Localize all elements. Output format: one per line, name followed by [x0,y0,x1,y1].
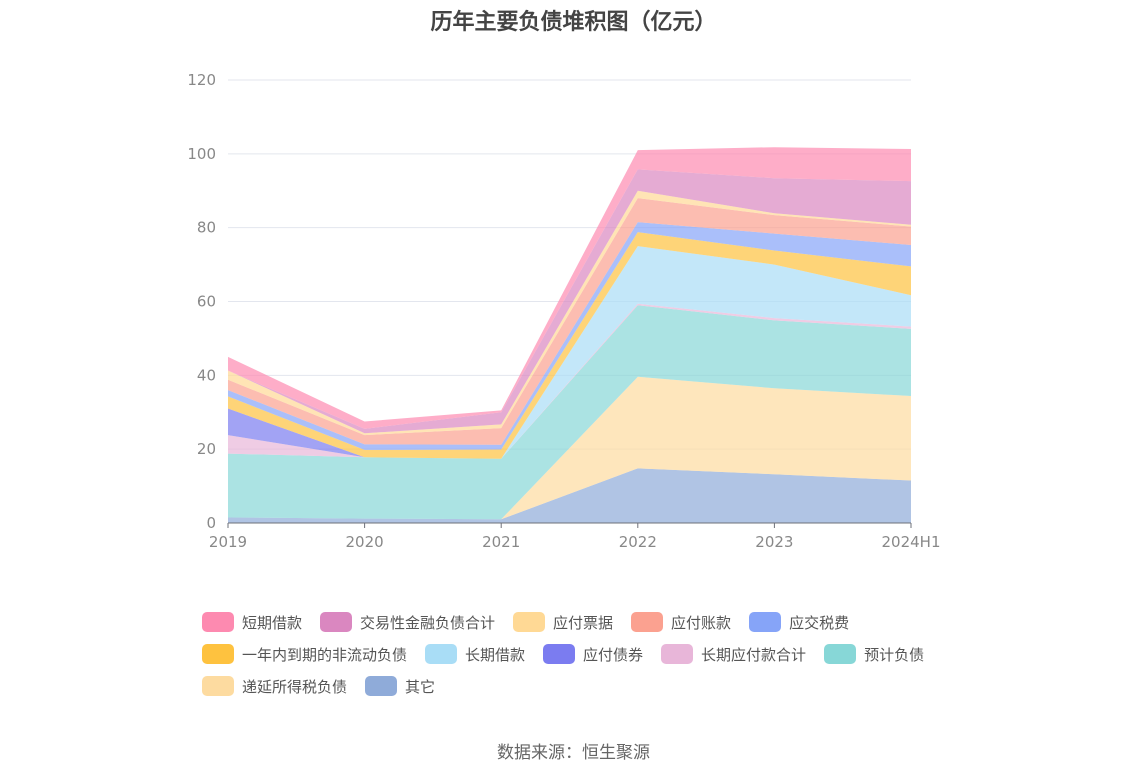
legend-item[interactable]: 应付票据 [513,612,613,633]
legend-item[interactable]: 应付债券 [543,644,643,665]
legend-label: 其它 [405,677,436,696]
legend-swatch [513,612,546,632]
y-tick-label: 100 [187,145,216,163]
y-tick-label: 80 [197,219,216,237]
legend-row: 一年内到期的非流动负债 长期借款 应付债券 长期应付款合计 预计负债 [202,638,962,670]
legend-label: 长期应付款合计 [701,645,807,664]
x-tick-label: 2021 [482,533,520,551]
area-series [228,147,911,429]
legend-label: 一年内到期的非流动负债 [242,645,408,664]
x-tick-label: 2023 [755,533,793,551]
legend-swatch [202,644,234,664]
legend-label: 应交税费 [789,613,850,632]
area-layer [228,147,911,523]
area-series [228,198,911,445]
area-series [228,303,911,459]
legend-item[interactable]: 一年内到期的非流动负债 [202,644,407,665]
source-note: 数据来源：恒生聚源 [497,743,650,763]
legend-swatch [661,644,694,664]
legend-row: 短期借款 交易性金融负债合计 应付票据 应付账款 应交税费 [202,606,962,638]
y-tick-label: 40 [197,366,216,384]
legend-item[interactable]: 应付账款 [631,612,731,633]
x-tick-label: 2019 [209,533,247,551]
legend-item[interactable]: 递延所得税负债 [202,676,347,697]
legend-swatch [365,676,398,696]
area-series [228,468,911,523]
legend-label: 交易性金融负债合计 [360,613,496,632]
legend: 短期借款 交易性金融负债合计 应付票据 应付账款 应交税费一年内到期的非流动负债 长期借款… [202,606,962,702]
area-series [228,222,911,450]
legend-swatch [824,644,857,664]
area-series [228,232,911,459]
legend-swatch [749,612,782,632]
legend-item[interactable]: 应交税费 [749,612,849,633]
legend-label: 长期借款 [465,645,526,664]
legend-label: 递延所得税负债 [242,677,348,696]
y-tick-label: 20 [197,440,216,458]
axis-layer: 0 20 40 60 80 100 120 2019 2020 2021 2022 2023 2024H… [187,71,940,551]
area-series [228,305,911,520]
legend-label: 应付账款 [671,613,732,632]
legend-item[interactable]: 短期借款 [202,612,302,633]
y-tick-label: 0 [206,514,216,532]
y-tick-label: 60 [197,293,216,311]
legend-item[interactable]: 长期应付款合计 [661,644,806,665]
legend-swatch [320,612,353,632]
legend-swatch [543,644,576,664]
legend-label: 短期借款 [242,613,303,632]
y-tick-label: 120 [187,71,216,89]
legend-swatch [202,676,234,696]
x-tick-label: 2020 [346,533,384,551]
area-series [228,190,911,436]
chart-title: 历年主要负债堆积图（亿元） [430,10,717,35]
legend-row: 递延所得税负债 其它 [202,670,962,702]
legend-item[interactable]: 预计负债 [824,644,924,665]
legend-item[interactable]: 其它 [365,676,435,697]
x-tick-label: 2024H1 [882,533,941,551]
area-series [228,169,911,434]
legend-label: 预计负债 [864,645,925,664]
legend-swatch [202,612,234,632]
legend-label: 应付票据 [553,613,614,632]
legend-label: 应付债券 [583,645,644,664]
x-tick-label: 2022 [619,533,657,551]
legend-swatch [631,612,664,632]
legend-swatch [425,644,458,664]
legend-item[interactable]: 交易性金融负债合计 [320,612,495,633]
legend-item[interactable]: 长期借款 [425,644,525,665]
